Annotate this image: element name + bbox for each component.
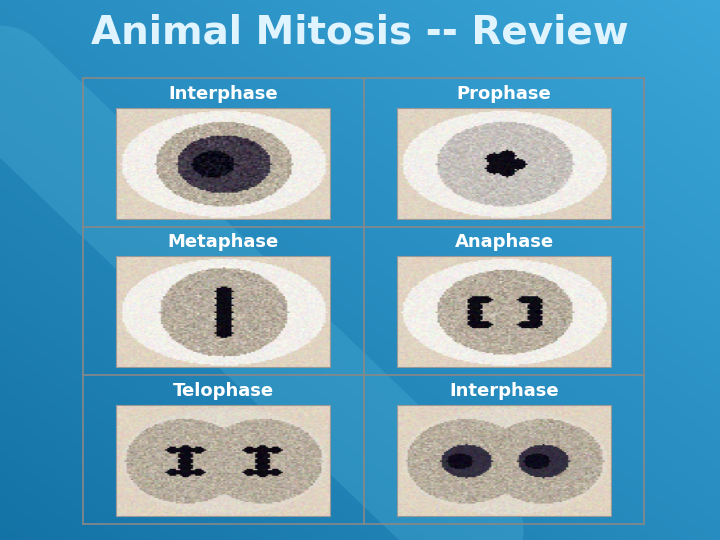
Bar [397, 256, 611, 367]
Bar [397, 405, 611, 516]
Bar [117, 256, 330, 367]
Text: Anaphase: Anaphase [454, 233, 554, 251]
Text: Metaphase: Metaphase [168, 233, 279, 251]
Text: Telophase: Telophase [173, 382, 274, 400]
Text: Prophase: Prophase [456, 85, 552, 103]
Bar [117, 108, 330, 219]
Bar [117, 405, 330, 516]
Bar [397, 108, 611, 219]
Text: Animal Mitosis -- Review: Animal Mitosis -- Review [91, 14, 629, 51]
Text: Interphase: Interphase [449, 382, 559, 400]
Text: Interphase: Interphase [168, 85, 278, 103]
